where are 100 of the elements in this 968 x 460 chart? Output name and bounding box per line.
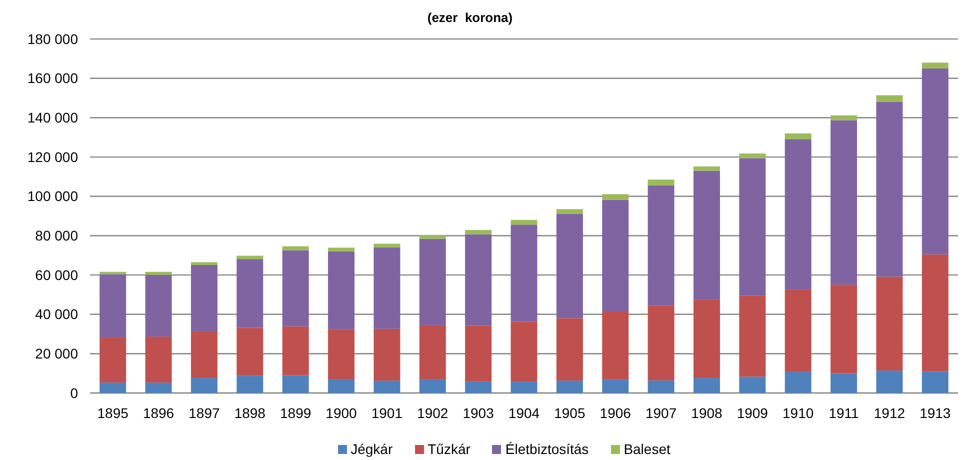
legend-label: Életbiztosítás: [505, 441, 589, 457]
bar: [602, 310, 629, 380]
bar: [922, 371, 948, 393]
bar: [693, 170, 720, 300]
bar: [100, 382, 126, 393]
bar: [830, 284, 858, 374]
bar: [328, 251, 355, 330]
x-tick-label: 1906: [600, 405, 632, 421]
x-tick-label: 1910: [782, 405, 814, 421]
bar: [648, 306, 674, 380]
bar: [648, 180, 674, 186]
x-tick-label: 1903: [462, 405, 494, 421]
bar: [830, 373, 858, 393]
bar: [100, 338, 126, 383]
bar: [876, 276, 903, 371]
x-tick-label: 1897: [188, 405, 220, 421]
legend-label: Jégkár: [350, 441, 393, 457]
x-tick-label: 1912: [874, 405, 906, 421]
bar: [236, 256, 264, 260]
legend-label: Tűzkár: [428, 441, 470, 457]
bar: [510, 322, 538, 382]
bar: [282, 250, 309, 326]
bar: [236, 259, 264, 328]
bar: [922, 254, 948, 372]
bar: [556, 209, 583, 214]
bar: [922, 62, 948, 68]
bar: [876, 102, 903, 277]
bar: [556, 318, 583, 381]
bar: [510, 224, 538, 322]
bar: [693, 166, 720, 171]
x-tick-label: 1908: [691, 405, 723, 421]
bar: [465, 230, 492, 234]
bar: [145, 382, 172, 393]
bar: [693, 378, 720, 393]
y-tick-label: 160 000: [27, 70, 78, 86]
bar: [145, 274, 172, 337]
x-tick-label: 1904: [508, 405, 540, 421]
bar: [784, 290, 812, 372]
bar: [602, 380, 629, 393]
x-tick-label: 1905: [554, 405, 586, 421]
bar: [784, 372, 812, 393]
y-tick-label: 80 000: [35, 228, 78, 244]
y-tick-label: 180 000: [27, 30, 78, 47]
bar: [190, 331, 218, 378]
bar: [465, 234, 492, 326]
bar: [190, 378, 218, 393]
y-tick-label: 140 000: [27, 110, 78, 126]
bar: [739, 158, 766, 296]
y-tick-label: 60 000: [35, 266, 78, 283]
bar: [693, 300, 720, 378]
bar: [876, 370, 903, 393]
bar: [465, 326, 492, 382]
bar: [739, 376, 766, 393]
y-tick-label: 40 000: [35, 306, 78, 322]
bar: [328, 329, 355, 380]
bar: [648, 380, 674, 393]
legend-label: Baleset: [624, 441, 670, 457]
bar: [556, 380, 583, 393]
bar: [419, 324, 446, 380]
bar: [282, 326, 309, 376]
x-tick-label: 1902: [417, 405, 448, 421]
bar: [419, 238, 446, 325]
bar: [419, 234, 446, 239]
x-tick-label: 1895: [97, 405, 129, 421]
bar: [236, 376, 264, 393]
y-tick-label: 100 000: [27, 188, 78, 204]
bar: [830, 120, 858, 285]
bar: [465, 381, 492, 393]
bar: [145, 272, 172, 275]
x-tick-label: 1899: [280, 405, 312, 421]
bar: [739, 153, 766, 158]
bar: [510, 220, 538, 225]
bar: [784, 139, 812, 290]
x-tick-label: 1898: [234, 405, 266, 421]
x-tick-label: 1901: [371, 405, 403, 421]
bar: [602, 194, 629, 200]
bar: [419, 379, 446, 393]
bar: [236, 328, 264, 376]
bar: [374, 328, 400, 381]
y-tick-label: 20 000: [35, 346, 78, 362]
x-tick-label: 1911: [828, 405, 860, 421]
bar: [648, 185, 674, 306]
bar: [556, 214, 583, 318]
bar: [830, 115, 858, 120]
bar: [374, 247, 400, 329]
x-tick-label: 1900: [326, 405, 358, 421]
bar: [282, 375, 309, 393]
bar: [190, 262, 218, 265]
chart-title: (ezer korona): [427, 10, 513, 25]
x-tick-label: 1907: [645, 405, 677, 421]
bar: [328, 379, 355, 393]
bar: [190, 264, 218, 332]
bar: [374, 244, 400, 248]
bar: [602, 200, 629, 311]
x-tick-label: 1909: [736, 405, 768, 421]
x-tick-label: 1896: [142, 405, 174, 421]
bar: [510, 382, 538, 393]
bar: [784, 133, 812, 140]
bar: [922, 68, 948, 254]
bar: [876, 95, 903, 102]
